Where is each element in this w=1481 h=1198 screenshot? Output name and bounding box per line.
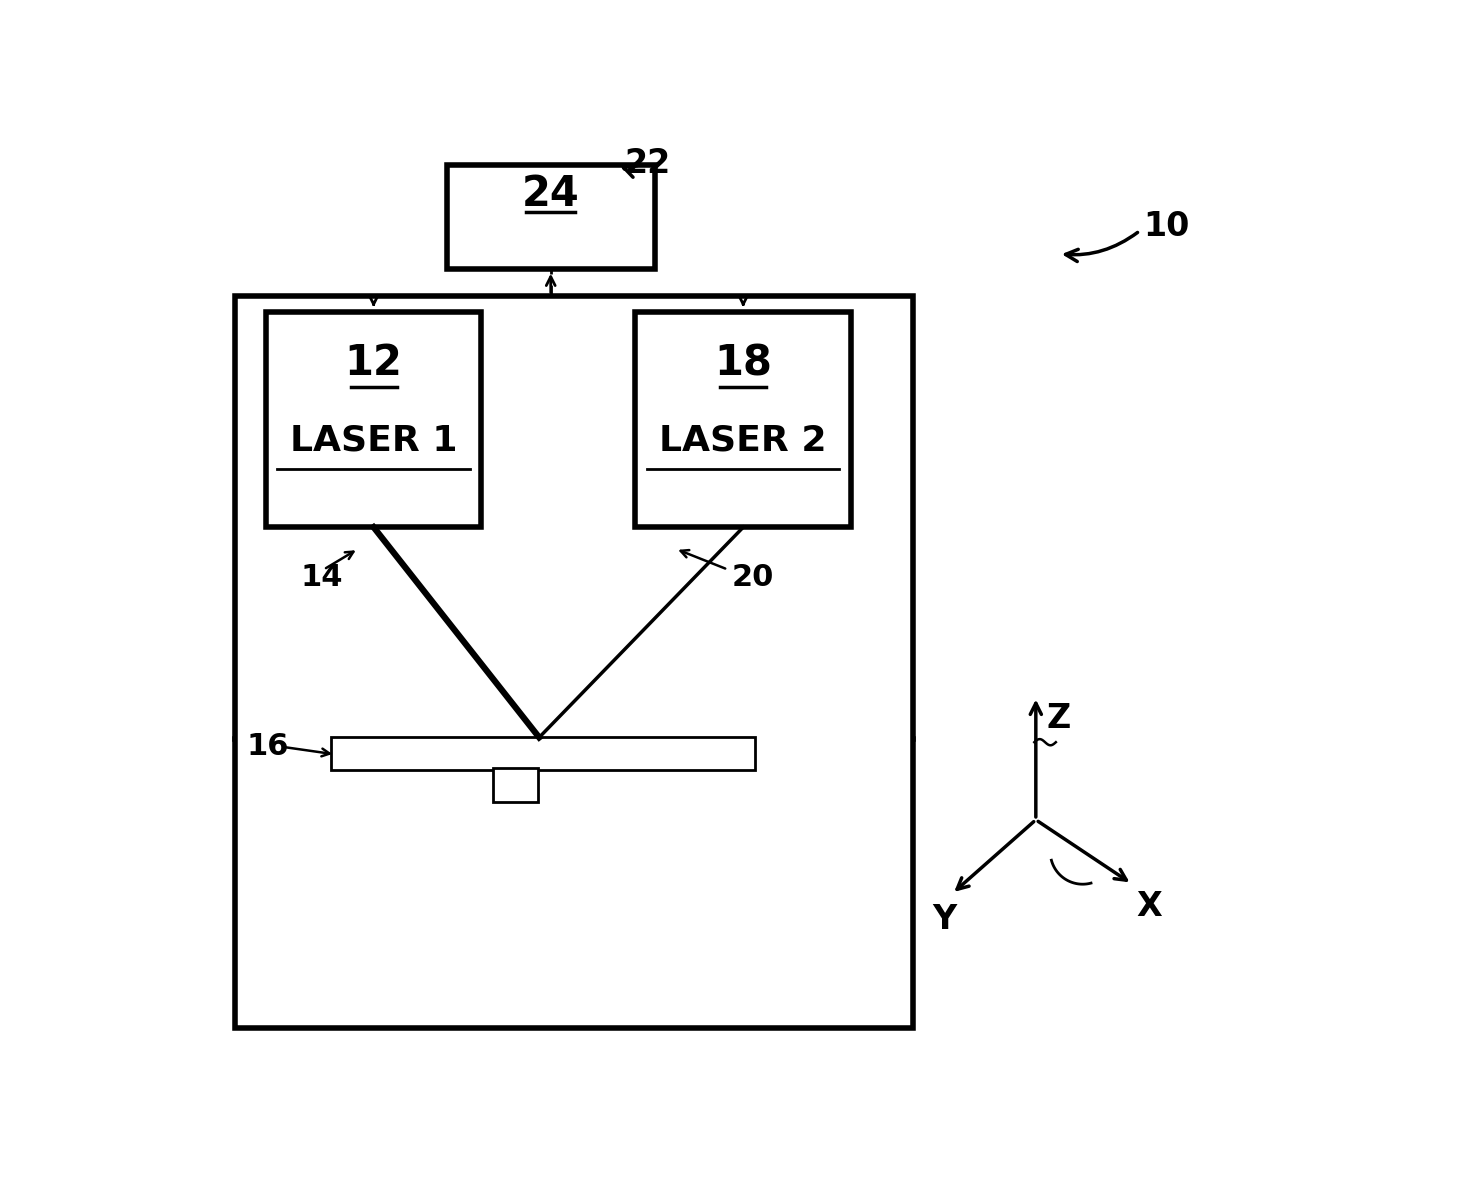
Text: X: X [1136, 890, 1163, 922]
Text: 24: 24 [521, 174, 579, 216]
Text: Z: Z [1047, 702, 1071, 736]
Bar [493, 768, 538, 803]
Bar [447, 165, 655, 270]
Bar [265, 311, 481, 527]
Text: 20: 20 [732, 563, 775, 592]
Text: 18: 18 [714, 343, 772, 385]
Bar [235, 296, 912, 1028]
Text: 12: 12 [345, 343, 403, 385]
Text: 16: 16 [246, 732, 289, 761]
Bar [635, 311, 852, 527]
Text: 22: 22 [624, 147, 669, 180]
Text: Y: Y [932, 903, 957, 936]
Text: 10: 10 [1143, 211, 1191, 243]
Text: LASER 1: LASER 1 [290, 424, 458, 458]
Bar [332, 738, 755, 770]
Text: 14: 14 [301, 563, 344, 592]
Text: LASER 2: LASER 2 [659, 424, 826, 458]
